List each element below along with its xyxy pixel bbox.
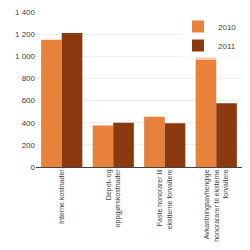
svg-text:1 000: 1 000: [15, 52, 36, 61]
svg-text:Depot- ogoppgjørskostnader: Depot- ogoppgjørskostnader: [105, 169, 122, 228]
svg-text:800: 800: [22, 74, 36, 83]
svg-text:Interne kostnader: Interne kostnader: [58, 169, 65, 224]
svg-text:2010: 2010: [218, 23, 236, 32]
svg-text:0: 0: [31, 163, 36, 172]
svg-text:600: 600: [22, 96, 36, 105]
svg-text:200: 200: [22, 141, 36, 150]
svg-text:Faste honorarer tilekstterne f: Faste honorarer tilekstterne forvaltere: [156, 169, 172, 229]
svg-text:1 200: 1 200: [15, 30, 36, 39]
svg-text:400: 400: [22, 119, 36, 128]
svg-text:2011: 2011: [218, 42, 236, 51]
svg-text:Avkastningsavhengigehonorarare: Avkastningsavhengigehonorararer til ekst…: [203, 169, 228, 241]
svg-text:1 400: 1 400: [15, 8, 36, 17]
